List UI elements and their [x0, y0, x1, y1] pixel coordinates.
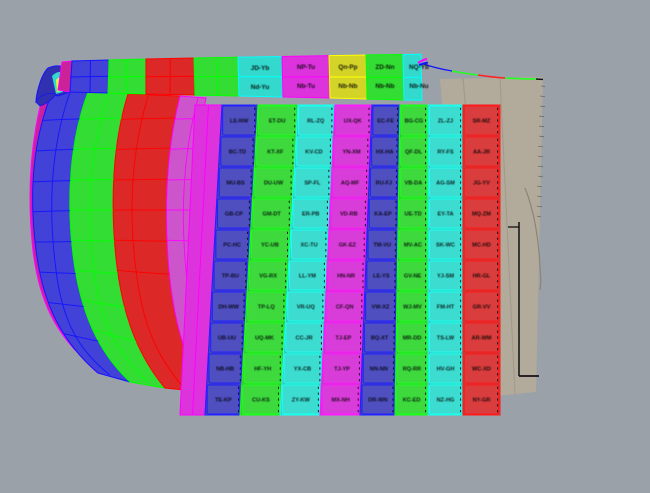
svg-text:TP-BU: TP-BU: [222, 274, 239, 280]
svg-text:YX-CB: YX-CB: [294, 367, 311, 373]
svg-text:KT-XF: KT-XF: [267, 150, 284, 156]
svg-text:ER-PB: ER-PB: [302, 212, 319, 218]
svg-text:MV-AC: MV-AC: [404, 243, 422, 249]
svg-text:QF-DL: QF-DL: [405, 150, 423, 156]
svg-text:VW-XZ: VW-XZ: [372, 305, 390, 311]
svg-text:Qn-Pp: Qn-Pp: [338, 64, 357, 71]
svg-text:UQ-MK: UQ-MK: [255, 336, 274, 342]
svg-text:VB-DA: VB-DA: [405, 181, 423, 187]
svg-text:NY-GR: NY-GR: [473, 398, 491, 404]
svg-text:YN-XM: YN-XM: [342, 150, 360, 156]
svg-text:HN-NR: HN-NR: [337, 274, 355, 280]
svg-text:VD-RB: VD-RB: [340, 212, 358, 218]
svg-text:MC-HD: MC-HD: [472, 243, 491, 249]
svg-text:NN-NN: NN-NN: [370, 367, 388, 373]
svg-text:XC-TU: XC-TU: [301, 243, 318, 249]
svg-text:CF-QN: CF-QN: [336, 305, 354, 311]
svg-text:TP-LQ: TP-LQ: [258, 305, 275, 311]
svg-text:AQ-MF: AQ-MF: [341, 181, 360, 187]
svg-text:GB-CP: GB-CP: [225, 212, 243, 218]
svg-text:PC-HC: PC-HC: [223, 243, 241, 249]
svg-text:ZD-Nn: ZD-Nn: [375, 64, 394, 71]
svg-text:RQ-RR: RQ-RR: [403, 367, 421, 373]
svg-text:LL-YM: LL-YM: [299, 274, 316, 280]
svg-text:AA-JR: AA-JR: [473, 150, 490, 156]
svg-text:MU-BS: MU-BS: [226, 181, 245, 187]
svg-text:LE-NW: LE-NW: [230, 119, 249, 125]
svg-text:GV-NE: GV-NE: [404, 274, 422, 280]
svg-text:RU-FJ: RU-FJ: [376, 181, 392, 187]
svg-text:Nb-Nb: Nb-Nb: [338, 83, 357, 90]
svg-text:ZY-KW: ZY-KW: [292, 398, 311, 404]
svg-text:ZL-ZJ: ZL-ZJ: [438, 119, 453, 125]
svg-text:YC-UB: YC-UB: [261, 243, 279, 249]
svg-text:TM-VU: TM-VU: [373, 243, 391, 249]
svg-text:DH-WW: DH-WW: [218, 305, 239, 311]
svg-text:JG-YV: JG-YV: [473, 181, 490, 187]
svg-text:ET-DU: ET-DU: [269, 119, 286, 125]
svg-text:MX-NH: MX-NH: [332, 398, 350, 404]
svg-text:NQ-Yb: NQ-Yb: [409, 64, 429, 71]
svg-text:BG-CG: BG-CG: [405, 119, 424, 125]
svg-text:EY-TA: EY-TA: [437, 212, 453, 218]
svg-text:HV-GH: HV-GH: [437, 367, 455, 373]
svg-text:TE-KP: TE-KP: [215, 398, 232, 404]
svg-text:UX-QK: UX-QK: [344, 119, 362, 125]
svg-text:BQ-XT: BQ-XT: [371, 336, 389, 342]
svg-text:HX-HA: HX-HA: [376, 150, 394, 156]
svg-text:CU-KS: CU-KS: [252, 398, 270, 404]
svg-text:Nb-Nu: Nb-Nu: [409, 83, 428, 90]
svg-text:RL-ZQ: RL-ZQ: [307, 119, 325, 125]
svg-text:WJ-MV: WJ-MV: [403, 305, 422, 311]
svg-text:Nb-Tu: Nb-Tu: [297, 83, 315, 90]
svg-text:NZ-HG: NZ-HG: [437, 398, 455, 404]
svg-text:LE-YS: LE-YS: [373, 274, 390, 280]
svg-text:CC-JR: CC-JR: [296, 336, 313, 342]
svg-text:Nd-Yu: Nd-Yu: [251, 84, 270, 91]
svg-text:KC-ED: KC-ED: [403, 398, 421, 404]
svg-text:SK-WC: SK-WC: [436, 243, 455, 249]
svg-text:NB-HB: NB-HB: [216, 367, 234, 373]
svg-text:NP-Tu: NP-Tu: [297, 64, 315, 71]
svg-text:AG-SM: AG-SM: [436, 181, 455, 187]
svg-text:DR-WN: DR-WN: [368, 398, 387, 404]
svg-text:VG-RX: VG-RX: [259, 274, 277, 280]
svg-text:RY-FS: RY-FS: [437, 150, 454, 156]
svg-text:WC-XD: WC-XD: [472, 367, 491, 373]
svg-text:JD-Yb: JD-Yb: [251, 65, 270, 72]
svg-text:MQ-ZM: MQ-ZM: [472, 212, 491, 218]
svg-text:UE-TD: UE-TD: [405, 212, 422, 218]
svg-text:TJ-EP: TJ-EP: [335, 336, 351, 342]
svg-text:GK-EZ: GK-EZ: [339, 243, 357, 249]
svg-text:Nb-Nb: Nb-Nb: [375, 83, 394, 90]
svg-text:VR-UQ: VR-UQ: [297, 305, 316, 311]
svg-text:UB-UU: UB-UU: [218, 336, 236, 342]
svg-text:TJ-YP: TJ-YP: [334, 367, 350, 373]
svg-text:DU-UW: DU-UW: [264, 181, 284, 187]
svg-text:KA-EP: KA-EP: [374, 212, 392, 218]
svg-text:FM-HT: FM-HT: [437, 305, 455, 311]
svg-text:BC-TD: BC-TD: [229, 150, 246, 156]
svg-text:GM-DT: GM-DT: [263, 212, 282, 218]
svg-text:EC-FE: EC-FE: [377, 119, 394, 125]
svg-text:MR-DD: MR-DD: [403, 336, 422, 342]
svg-text:YJ-SM: YJ-SM: [437, 274, 454, 280]
svg-text:TS-LW: TS-LW: [437, 336, 455, 342]
svg-text:SR-MZ: SR-MZ: [473, 119, 491, 125]
svg-text:GR-VV: GR-VV: [473, 305, 491, 311]
svg-text:KV-CD: KV-CD: [305, 150, 322, 156]
svg-text:HR-GL: HR-GL: [473, 274, 491, 280]
svg-text:SP-FL: SP-FL: [304, 181, 321, 187]
svg-text:AR-WM: AR-WM: [472, 336, 492, 342]
svg-text:HF-YH: HF-YH: [254, 367, 271, 373]
